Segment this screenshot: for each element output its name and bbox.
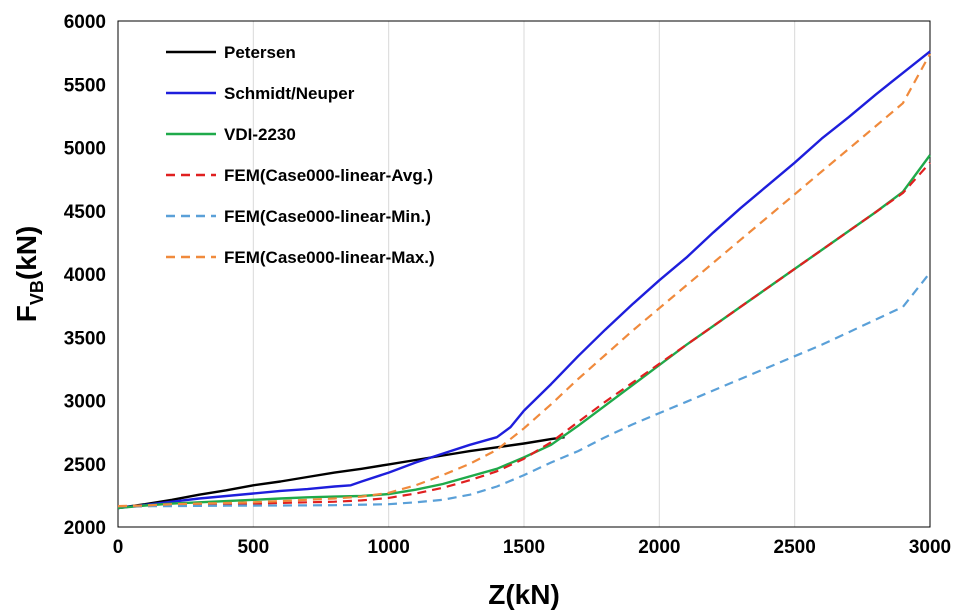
series-line-4 xyxy=(118,161,931,508)
grid-lines xyxy=(252,21,796,527)
legend-label: FEM(Case000-linear-Avg.) xyxy=(224,166,433,185)
legend-label: VDI-2230 xyxy=(224,125,296,144)
x-tick-label: 2000 xyxy=(638,537,680,558)
x-axis-title: Z(kN) xyxy=(488,579,560,610)
legend-label: Petersen xyxy=(224,43,296,62)
series-line-2 xyxy=(117,50,931,510)
y-axis-title: FVB(kN) xyxy=(11,226,47,323)
y-axis-title-main: F xyxy=(11,305,42,322)
legend-label: Schmidt/Neuper xyxy=(224,84,355,103)
y-tick-label: 3500 xyxy=(64,328,106,349)
y-axis-title-tail: (kN) xyxy=(11,226,42,280)
plot-area-border xyxy=(117,20,931,528)
x-tick-label: 1000 xyxy=(368,537,410,558)
series-lines xyxy=(117,50,931,510)
x-tick-label: 0 xyxy=(113,537,124,558)
y-tick-label: 5000 xyxy=(64,139,106,160)
x-tick-label: 500 xyxy=(237,537,269,558)
legend-label: FEM(Case000-linear-Min.) xyxy=(224,207,431,226)
y-tick-label: 4500 xyxy=(64,202,106,223)
legend: Petersen Schmidt/Neuper VDI-2230 FEM(Case00… xyxy=(166,43,435,267)
series-line-5 xyxy=(118,272,931,508)
y-tick-label: 4000 xyxy=(64,265,106,286)
x-tick-label: 1500 xyxy=(503,537,545,558)
y-axis-title-sub: VB xyxy=(27,280,47,305)
y-tick-label: 3000 xyxy=(64,392,106,413)
y-tick-label: 2500 xyxy=(64,455,106,476)
y-tick-label: 2000 xyxy=(64,518,106,539)
series-line-6 xyxy=(117,53,931,508)
y-axis-ticks: 2000 2500 3000 3500 4000 4500 5000 5500 6000 xyxy=(64,12,106,539)
y-tick-label: 6000 xyxy=(64,12,106,33)
svg-text:FVB(kN): FVB(kN) xyxy=(11,226,47,323)
legend-label: FEM(Case000-linear-Max.) xyxy=(224,248,435,267)
x-axis-ticks: 0 500 1000 1500 2000 2500 3000 xyxy=(113,537,951,558)
x-tick-label: 3000 xyxy=(909,537,951,558)
x-tick-label: 2500 xyxy=(774,537,816,558)
y-tick-label: 5500 xyxy=(64,75,106,96)
